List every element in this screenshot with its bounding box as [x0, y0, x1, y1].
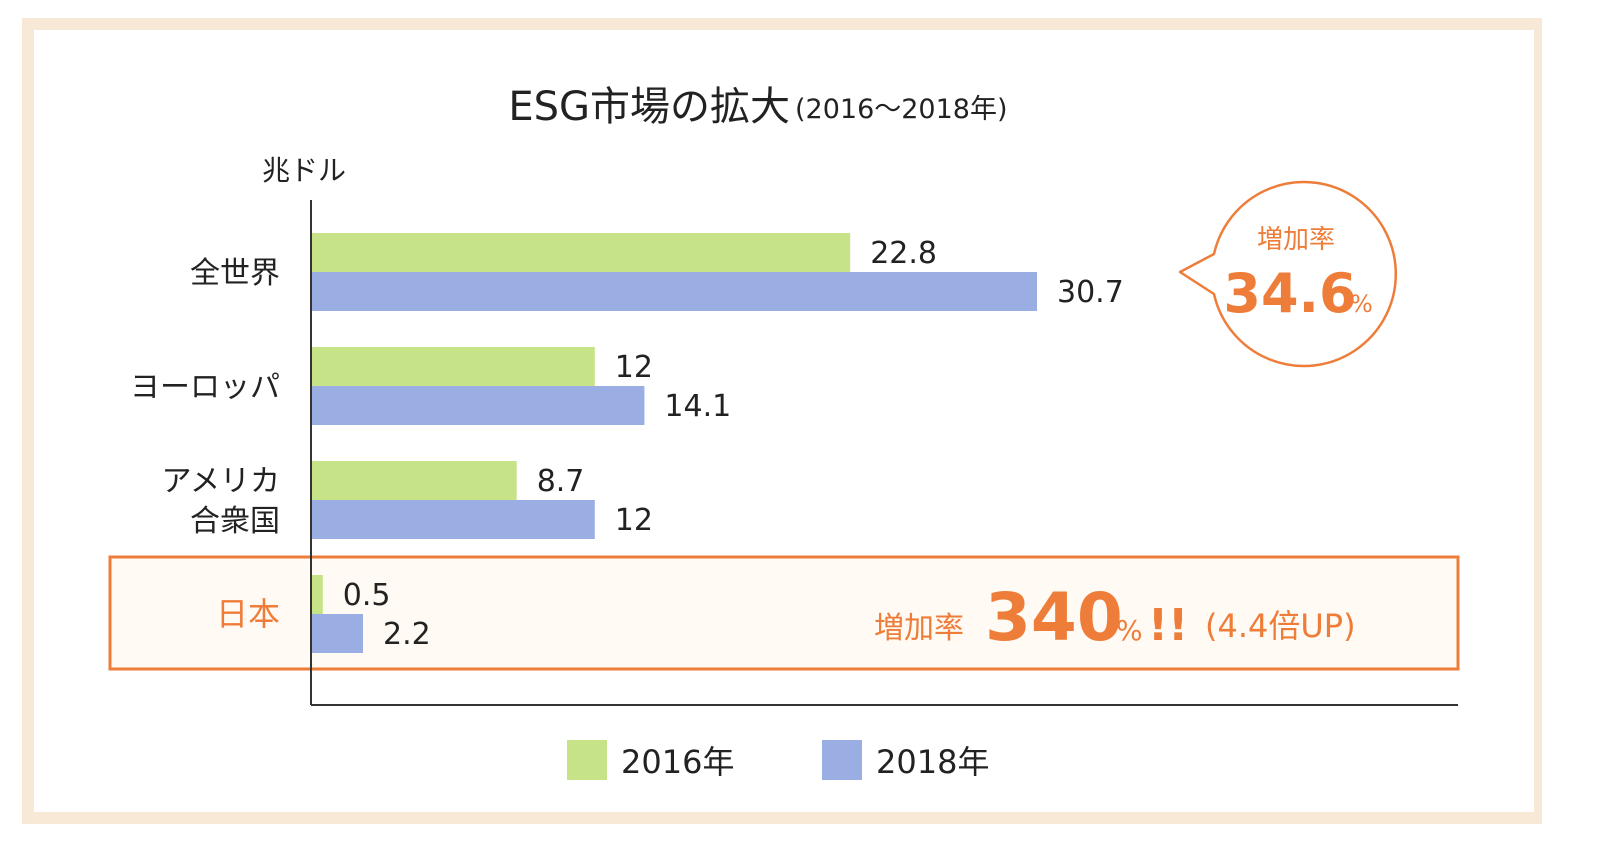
japan-growth-note: (4.4倍UP) — [1205, 607, 1356, 645]
japan-growth-value: 340 — [985, 579, 1123, 656]
japan-growth-unit: % — [1116, 614, 1143, 647]
bubble-unit: % — [1350, 290, 1373, 318]
category-label: 合衆国 — [190, 504, 280, 539]
bubble-label: 増加率 — [1257, 225, 1335, 255]
data-label: 30.7 — [1057, 275, 1124, 310]
category-label: ヨーロッパ — [130, 370, 280, 405]
legend-swatch-2016 — [567, 740, 607, 780]
chart-title: ESG市場の拡大 — [508, 84, 790, 130]
data-label: 2.2 — [383, 617, 431, 652]
data-label: 8.7 — [537, 464, 585, 499]
data-label: 12 — [615, 503, 653, 538]
legend: 2016年 2018年 — [567, 740, 989, 781]
legend-label-2018: 2018年 — [876, 743, 989, 781]
bar-2018 — [311, 614, 363, 653]
bubble-shape — [1178, 180, 1398, 368]
legend-label-2016: 2016年 — [621, 743, 734, 781]
category-label: アメリカ — [162, 464, 281, 499]
bar-2018 — [311, 500, 595, 539]
data-label: 12 — [615, 350, 653, 385]
category-label: 全世界 — [190, 256, 280, 291]
unit-label: 兆ドル — [262, 154, 346, 187]
bubble-value: 34.6 — [1223, 262, 1356, 325]
category-label: 日本 — [216, 595, 280, 633]
japan-growth-annotation: 増加率 340 % !! (4.4倍UP) — [874, 579, 1356, 656]
chart-subtitle: (2016～2018年) — [795, 94, 1008, 125]
bar-2018 — [311, 386, 645, 425]
bar-2016 — [311, 347, 595, 386]
bar-2018 — [311, 272, 1037, 311]
japan-growth-exclaim: !! — [1148, 600, 1188, 651]
japan-growth-label: 増加率 — [874, 611, 964, 646]
legend-swatch-2018 — [822, 740, 862, 780]
bar-2016 — [311, 575, 323, 614]
bar-2016 — [311, 461, 517, 500]
data-label: 0.5 — [343, 578, 391, 613]
world-growth-bubble: 増加率 34.6 % — [1178, 180, 1398, 368]
chart-background — [34, 30, 1534, 812]
data-label: 14.1 — [664, 389, 731, 424]
bar-2016 — [311, 233, 851, 272]
data-label: 22.8 — [870, 236, 937, 271]
